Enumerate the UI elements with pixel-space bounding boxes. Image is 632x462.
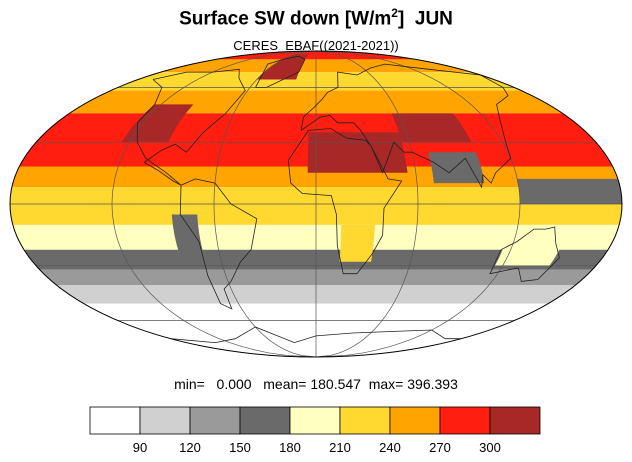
coastline-greenland	[255, 55, 306, 88]
colorbar-box	[239, 406, 291, 435]
colorbar-tick-label: 300	[479, 440, 501, 455]
map-title: Surface SW down [W/m2] JUN	[0, 6, 632, 30]
coastline-south-america	[179, 178, 258, 310]
colorbar-tick-label: 270	[429, 440, 451, 455]
colorbar-box	[189, 406, 241, 435]
region-itcz-pacific	[517, 178, 622, 204]
coastline-antarctica	[170, 326, 462, 344]
region-indian-monsoon	[428, 152, 485, 184]
stats-line: min= 0.000 mean= 180.547 max= 396.393	[0, 376, 632, 392]
colorbar-box	[89, 406, 141, 435]
coastline-eurasia	[300, 63, 512, 189]
colorbar-box	[439, 406, 491, 435]
graticule	[10, 51, 622, 357]
colorbar-tick-label: 120	[179, 440, 201, 455]
coastlines	[136, 55, 560, 344]
colorbar-tick-label: 150	[229, 440, 251, 455]
region-north-america-west	[121, 104, 194, 143]
stat-min-label: min=	[174, 376, 205, 392]
stat-mean-label: mean=	[263, 376, 307, 392]
region-south-america-west-coast	[171, 214, 208, 266]
region-central-asia	[391, 113, 472, 143]
coastline-africa	[287, 128, 403, 275]
title-superscript: 2	[391, 6, 398, 20]
colorbar-tick-label: 240	[379, 440, 401, 455]
stat-max-label: max=	[368, 376, 404, 392]
stat-max-value: 396.393	[407, 376, 458, 392]
coastline-north-america	[136, 68, 246, 186]
coastline-australia	[489, 226, 560, 282]
colorbar-box	[139, 406, 191, 435]
colorbar-tick-label: 210	[329, 440, 351, 455]
stat-min-value: 0.000	[216, 376, 252, 392]
region-southern-africa	[339, 224, 375, 262]
colorbar-box	[289, 406, 341, 435]
colorbar-box	[339, 406, 391, 435]
title-month: JUN	[414, 8, 453, 30]
colorbar-box	[389, 406, 441, 435]
colorbar-tick-label: 90	[133, 440, 147, 455]
colorbar-tick-label: 180	[279, 440, 301, 455]
region-australia	[494, 235, 566, 266]
title-close: ]	[397, 8, 405, 30]
stat-mean-value: 180.547	[310, 376, 361, 392]
map-subtitle: CERES_EBAF((2021-2021))	[233, 38, 399, 53]
globe-outline	[9, 50, 623, 358]
colorbar-box	[489, 406, 541, 435]
title-main: Surface SW down [W/m	[179, 8, 392, 30]
